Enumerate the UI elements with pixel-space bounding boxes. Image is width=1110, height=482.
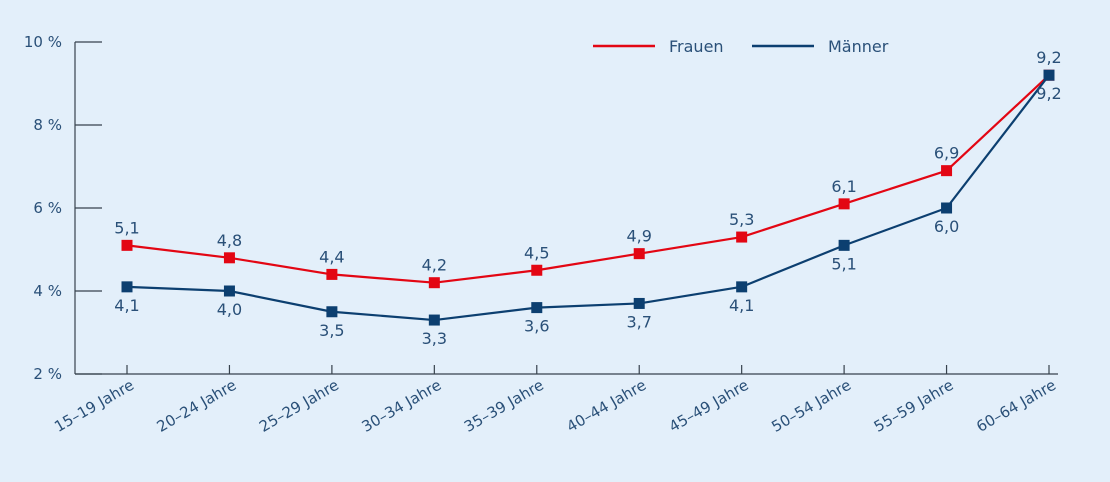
x-tick-label: 25–29 Jahre [256,376,342,436]
y-tick-label: 10 % [24,33,62,51]
data-point-frauen [121,239,133,251]
data-label-frauen: 4,9 [626,227,651,246]
axes: 2 % 4 % 6 % 8 % 10 % 15–19 Jahre 20–24 Jahre 25… [24,33,1059,436]
data-label-frauen: 4,2 [422,256,447,275]
x-tick-label: 35–39 Jahre [461,376,547,436]
data-point-frauen [223,252,235,264]
data-labels: 5,1 4,8 4,4 4,2 4,5 4,9 5,3 6,1 6,9 9,2 4,1 4,0 3,5 3… [114,48,1061,348]
data-point-männer [223,285,235,297]
data-label-frauen: 4,4 [319,247,344,266]
data-point-frauen [326,268,338,280]
data-point-männer [326,306,338,318]
data-point-männer [1043,69,1055,81]
data-point-männer [838,239,850,251]
y-tick-label: 8 % [33,116,62,134]
data-label-frauen: 9,2 [1036,48,1061,67]
data-label-frauen: 5,1 [114,218,139,237]
x-tick-label: 15–19 Jahre [51,376,137,436]
data-label-frauen: 5,3 [729,210,754,229]
data-label-frauen: 4,8 [217,231,242,250]
x-tick-label: 30–34 Jahre [359,376,445,436]
x-tick-label: 20–24 Jahre [154,376,240,436]
data-point-männer [121,281,133,293]
series-line-frauen [126,74,1050,284]
legend: Frauen Männer [593,37,889,56]
data-label-männer: 4,0 [217,300,242,319]
data-label-männer: 9,2 [1036,84,1061,103]
y-tick-label: 2 % [33,365,62,383]
data-point-männer [633,297,645,309]
data-label-männer: 5,1 [831,254,856,273]
y-tick-label: 4 % [33,282,62,300]
data-label-männer: 6,0 [934,217,959,236]
data-label-frauen: 6,9 [934,144,959,163]
data-point-frauen [531,264,543,276]
data-point-frauen [736,231,748,243]
legend-label-männer: Männer [828,37,889,56]
data-point-frauen [838,198,850,210]
data-point-männer [531,302,543,314]
y-tick-label: 6 % [33,199,62,217]
x-tick-label: 55–59 Jahre [871,376,957,436]
legend-label-frauen: Frauen [669,37,724,56]
data-label-männer: 3,7 [626,312,651,331]
data-label-frauen: 4,5 [524,243,549,262]
x-tick-label: 50–54 Jahre [768,376,854,436]
data-label-männer: 3,6 [524,317,549,336]
series-line-männer [126,74,1050,322]
series-layer [121,69,1055,326]
data-label-männer: 4,1 [114,296,139,315]
data-label-männer: 3,3 [422,329,447,348]
data-point-frauen [633,248,645,260]
data-label-männer: 4,1 [729,296,754,315]
data-point-männer [736,281,748,293]
x-tick-label: 45–49 Jahre [666,376,752,436]
data-point-männer [941,202,953,214]
data-label-männer: 3,5 [319,321,344,340]
data-point-männer [428,314,440,326]
data-point-frauen [428,277,440,289]
x-tick-label: 40–44 Jahre [563,376,649,436]
data-label-frauen: 6,1 [831,177,856,196]
data-point-frauen [941,165,953,177]
x-tick-label: 60–64 Jahre [973,376,1059,436]
